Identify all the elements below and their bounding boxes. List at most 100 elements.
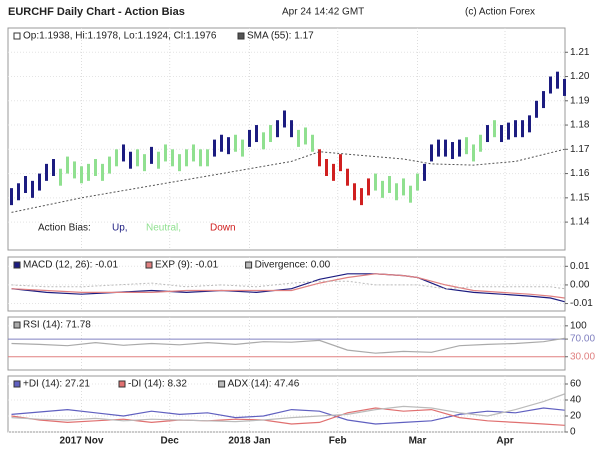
price-bar	[493, 120, 496, 138]
price-bar	[514, 120, 517, 138]
indicator-line	[11, 407, 565, 425]
indicator-line	[11, 273, 565, 299]
price-bar	[353, 183, 356, 201]
y-tick-label: 1.14	[570, 217, 590, 228]
price-bar	[59, 168, 62, 186]
price-bar	[143, 154, 146, 172]
y-tick-label: 0.00	[570, 280, 590, 291]
price-bar	[66, 156, 69, 174]
chart-date: Apr 24 14:42 GMT	[282, 7, 364, 18]
price-bar	[115, 149, 118, 167]
legend-label: MACD (12, 26): -0.01	[23, 260, 118, 271]
legend-label: ADX (14): 47.46	[228, 379, 300, 390]
price-bar	[381, 180, 384, 198]
legend-swatch	[13, 321, 21, 329]
price-bar	[465, 137, 468, 155]
price-bar	[234, 134, 237, 152]
y-tick-label: 0.01	[570, 261, 590, 272]
y-tick-label: 30.00	[570, 351, 595, 362]
x-tick-label: 2017 Nov	[60, 436, 104, 447]
y-tick-label: 0	[570, 427, 576, 438]
y-tick-label: 1.17	[570, 144, 590, 155]
price-bar	[297, 129, 300, 147]
indicator-line	[11, 337, 565, 354]
price-bar	[80, 166, 83, 184]
price-bar	[395, 183, 398, 201]
indicator-line	[11, 273, 565, 303]
price-bar	[437, 139, 440, 157]
bias-legend: Down	[210, 223, 236, 234]
price-bar	[325, 159, 328, 176]
price-bar	[248, 129, 251, 147]
y-tick-label: 1.20	[570, 71, 590, 82]
copyright: (c) Action Forex	[465, 7, 535, 18]
price-bar	[213, 139, 216, 157]
price-bar	[136, 149, 139, 167]
price-bar	[556, 71, 559, 89]
price-bar	[276, 120, 279, 138]
indicator-line	[11, 407, 565, 426]
y-tick-label: 1.18	[570, 120, 590, 131]
price-bar	[185, 149, 188, 167]
price-bar	[38, 173, 41, 191]
price-bar	[171, 149, 174, 167]
price-bar	[283, 110, 286, 128]
price-bar	[318, 149, 321, 167]
x-tick-label: 2018 Jan	[228, 436, 270, 447]
info-label: Op:1.1938, Hi:1.1978, Lo:1.1924, Cl:1.19…	[23, 31, 217, 42]
price-bar	[129, 151, 132, 169]
chart-title: EURCHF Daily Chart - Action Bias	[8, 6, 185, 18]
price-bar	[269, 125, 272, 143]
y-tick-label: 1.16	[570, 168, 590, 179]
price-bar	[10, 188, 13, 206]
legend-label: +DI (14): 27.21	[23, 379, 90, 390]
price-bar	[157, 151, 160, 169]
price-bar	[241, 139, 244, 157]
price-bar	[416, 173, 419, 191]
price-bar	[206, 149, 209, 167]
legend-label: EXP (9): -0.01	[155, 260, 219, 271]
legend-swatch	[237, 32, 245, 40]
price-bar	[430, 144, 433, 162]
price-bar	[528, 115, 531, 133]
price-bar	[542, 91, 545, 109]
price-bar	[311, 134, 314, 152]
price-bar	[164, 144, 167, 162]
price-bar	[262, 132, 265, 150]
bias-label: Action Bias:	[38, 223, 91, 234]
price-bar	[507, 122, 510, 140]
y-tick-label: 40	[570, 395, 582, 406]
legend-swatch	[13, 32, 21, 40]
price-bar	[479, 134, 482, 152]
price-bar	[45, 163, 48, 181]
legend-swatch	[118, 380, 126, 388]
price-bar	[367, 178, 370, 196]
price-bar	[339, 154, 342, 172]
bias-legend: Up,	[112, 223, 128, 234]
price-bar	[409, 185, 412, 203]
price-bar	[304, 127, 307, 145]
price-bar	[73, 161, 76, 179]
legend-label: SMA (55): 1.17	[247, 31, 314, 42]
price-bar	[31, 180, 34, 198]
legend-label: -DI (14): 8.32	[128, 379, 187, 390]
bias-legend: Neutral,	[146, 223, 181, 234]
y-tick-label: 70.00	[570, 334, 595, 345]
legend-swatch	[218, 380, 226, 388]
price-bar	[388, 176, 391, 193]
indicator-line	[11, 393, 565, 423]
price-bar	[549, 76, 552, 94]
price-bar	[332, 163, 335, 181]
price-bar	[500, 125, 503, 143]
legend-label: Divergence: 0.00	[255, 260, 331, 271]
price-bar	[52, 159, 55, 176]
price-bar	[220, 134, 223, 152]
price-bar	[290, 120, 293, 138]
x-tick-label: Apr	[496, 436, 513, 447]
price-bar	[108, 156, 111, 174]
price-bar	[227, 137, 230, 155]
panel-frame	[7, 256, 566, 312]
legend-swatch	[13, 380, 21, 388]
y-tick-label: 1.15	[570, 192, 590, 203]
